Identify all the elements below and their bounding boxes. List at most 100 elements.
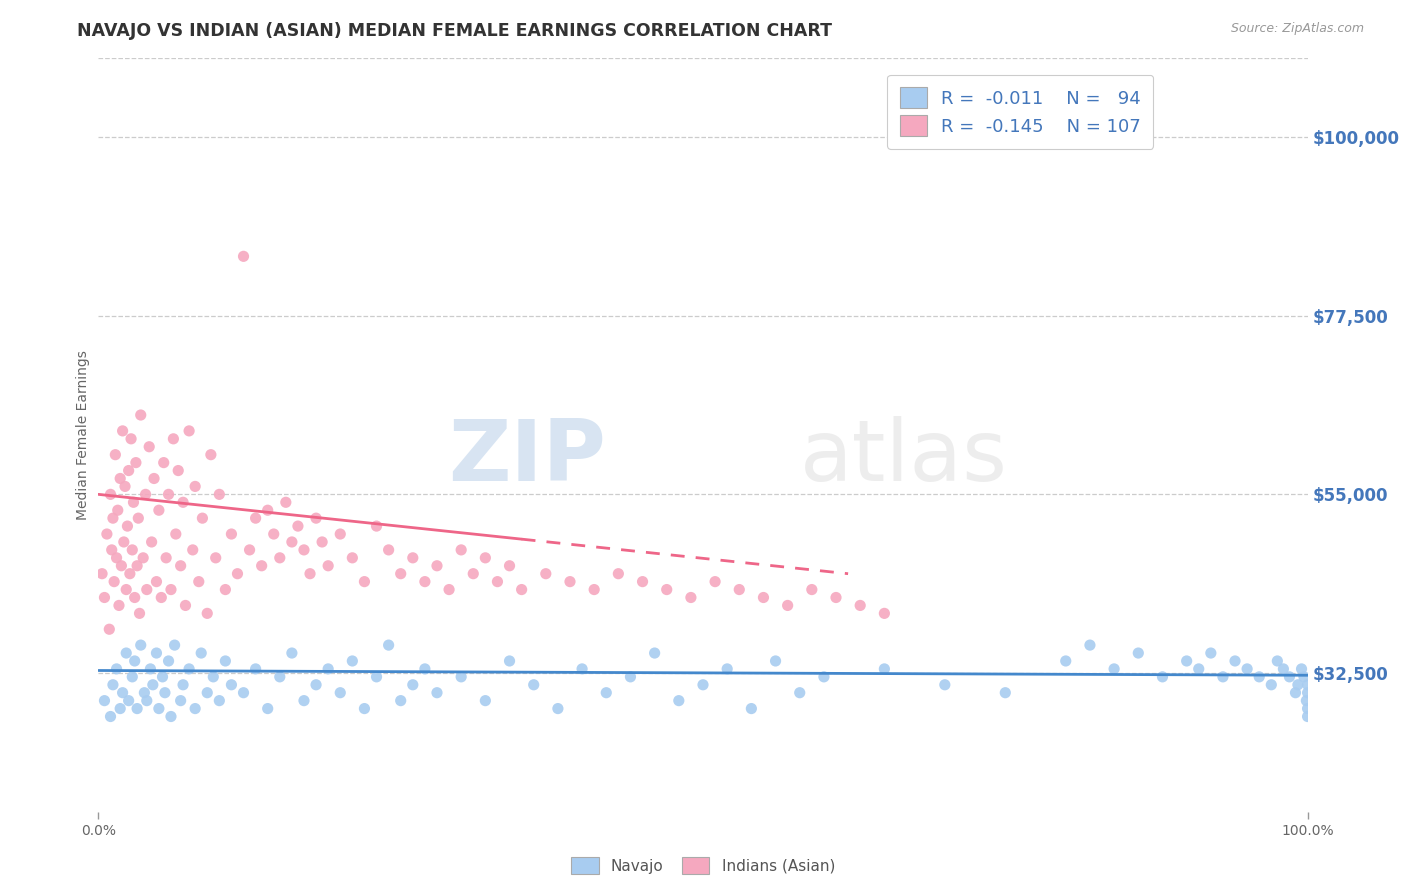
- Point: [619, 670, 641, 684]
- Point: [187, 574, 209, 589]
- Point: [139, 662, 162, 676]
- Point: [426, 686, 449, 700]
- Y-axis label: Median Female Earnings: Median Female Earnings: [76, 350, 90, 520]
- Point: [316, 662, 339, 676]
- Point: [583, 582, 606, 597]
- Point: [145, 574, 167, 589]
- Point: [114, 479, 136, 493]
- Point: [105, 550, 128, 565]
- Point: [190, 646, 212, 660]
- Point: [305, 511, 328, 525]
- Point: [152, 456, 174, 470]
- Point: [402, 550, 425, 565]
- Point: [169, 693, 191, 707]
- Point: [135, 487, 157, 501]
- Point: [204, 550, 226, 565]
- Point: [191, 511, 214, 525]
- Point: [534, 566, 557, 581]
- Point: [111, 424, 134, 438]
- Point: [138, 440, 160, 454]
- Point: [813, 670, 835, 684]
- Point: [195, 607, 218, 621]
- Point: [269, 670, 291, 684]
- Point: [127, 511, 149, 525]
- Point: [287, 519, 309, 533]
- Text: NAVAJO VS INDIAN (ASIAN) MEDIAN FEMALE EARNINGS CORRELATION CHART: NAVAJO VS INDIAN (ASIAN) MEDIAN FEMALE E…: [77, 22, 832, 40]
- Point: [1296, 701, 1319, 715]
- Point: [125, 456, 148, 470]
- Point: [132, 550, 155, 565]
- Point: [163, 638, 186, 652]
- Text: Source: ZipAtlas.com: Source: ZipAtlas.com: [1230, 22, 1364, 36]
- Point: [510, 582, 533, 597]
- Point: [716, 662, 738, 676]
- Point: [474, 550, 496, 565]
- Point: [704, 574, 727, 589]
- Point: [148, 503, 170, 517]
- Point: [162, 432, 184, 446]
- Point: [800, 582, 823, 597]
- Point: [679, 591, 702, 605]
- Point: [281, 535, 304, 549]
- Point: [122, 495, 145, 509]
- Point: [195, 686, 218, 700]
- Point: [1292, 670, 1315, 684]
- Point: [1296, 678, 1319, 692]
- Point: [873, 662, 896, 676]
- Point: [184, 701, 207, 715]
- Point: [165, 527, 187, 541]
- Point: [179, 662, 201, 676]
- Point: [157, 487, 180, 501]
- Point: [96, 527, 118, 541]
- Point: [1236, 662, 1258, 676]
- Point: [250, 558, 273, 573]
- Point: [1152, 670, 1174, 684]
- Point: [150, 591, 173, 605]
- Point: [655, 582, 678, 597]
- Point: [644, 646, 666, 660]
- Point: [112, 535, 135, 549]
- Point: [1212, 670, 1234, 684]
- Point: [377, 542, 399, 557]
- Point: [184, 479, 207, 493]
- Point: [127, 701, 149, 715]
- Point: [1223, 654, 1246, 668]
- Point: [994, 686, 1017, 700]
- Point: [1284, 686, 1306, 700]
- Point: [148, 701, 170, 715]
- Point: [118, 693, 141, 707]
- Point: [153, 686, 176, 700]
- Point: [558, 574, 581, 589]
- Point: [1267, 654, 1289, 668]
- Point: [120, 432, 142, 446]
- Point: [172, 678, 194, 692]
- Point: [179, 424, 201, 438]
- Point: [366, 519, 388, 533]
- Point: [377, 638, 399, 652]
- Point: [124, 654, 146, 668]
- Point: [200, 448, 222, 462]
- Point: [157, 654, 180, 668]
- Point: [245, 662, 267, 676]
- Text: atlas: atlas: [800, 416, 1008, 499]
- Point: [789, 686, 811, 700]
- Point: [389, 693, 412, 707]
- Point: [1078, 638, 1101, 652]
- Point: [129, 408, 152, 422]
- Point: [111, 686, 134, 700]
- Point: [413, 662, 436, 676]
- Point: [292, 693, 315, 707]
- Point: [101, 511, 124, 525]
- Point: [934, 678, 956, 692]
- Point: [292, 542, 315, 557]
- Point: [776, 599, 799, 613]
- Point: [728, 582, 751, 597]
- Point: [143, 471, 166, 485]
- Point: [141, 535, 163, 549]
- Point: [256, 701, 278, 715]
- Point: [1295, 693, 1317, 707]
- Point: [523, 678, 546, 692]
- Point: [849, 599, 872, 613]
- Point: [1249, 670, 1271, 684]
- Point: [342, 654, 364, 668]
